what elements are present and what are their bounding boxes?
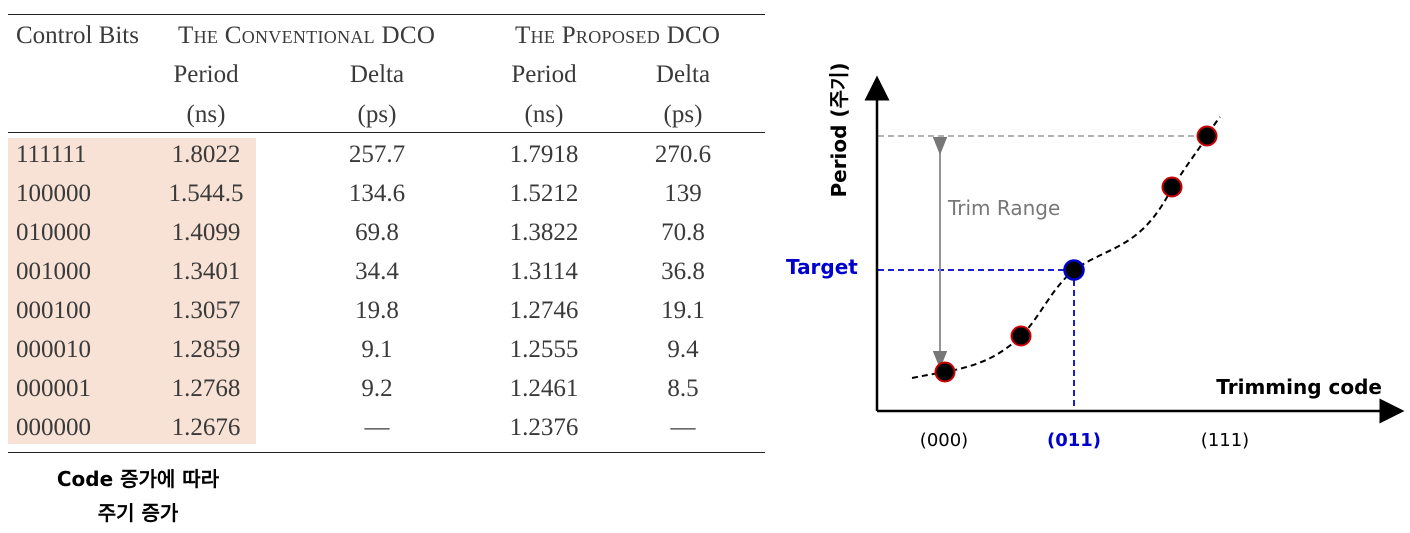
cell-prop-period: 1.2461 xyxy=(509,375,579,402)
cell-conv-period: 1.4099 xyxy=(171,219,241,246)
trim-point-111 xyxy=(1196,125,1218,147)
header-conventional-dco: The Conventional DCO xyxy=(178,22,436,49)
trim-range-diagram: Period (주기) Trimming code Trim Range Tar… xyxy=(786,62,1405,451)
table-bottom-rule xyxy=(8,452,765,453)
header-conv-period: Period xyxy=(173,61,239,88)
cell-prop-delta: 70.8 xyxy=(661,219,705,246)
cell-conv-delta: 69.8 xyxy=(355,219,399,246)
cell-conv-delta: 34.4 xyxy=(355,258,399,285)
trim-point xyxy=(1010,325,1032,347)
cell-conv-delta: 134.6 xyxy=(348,180,406,207)
header-prop-period-unit: (ns) xyxy=(524,101,564,128)
cell-prop-delta: 139 xyxy=(664,180,702,207)
cell-prop-period: 1.3114 xyxy=(510,258,578,285)
trim-range-label: Trim Range xyxy=(947,196,1060,220)
target-point-011 xyxy=(1063,259,1085,281)
cell-prop-period: 1.2746 xyxy=(509,297,579,324)
cell-prop-delta: 9.4 xyxy=(667,336,699,363)
cell-bits: 010000 xyxy=(16,219,91,246)
cell-prop-delta: 8.5 xyxy=(667,375,699,402)
cell-conv-period: 1.8022 xyxy=(171,141,241,168)
x-axis-label: Trimming code xyxy=(1216,375,1382,399)
table-header-rule xyxy=(8,132,765,133)
header-control-bits: Control Bits xyxy=(16,22,139,49)
cell-bits: 001000 xyxy=(16,258,91,285)
cell-prop-delta: 36.8 xyxy=(661,258,705,285)
cell-prop-period: 1.5212 xyxy=(509,180,579,207)
cell-conv-period: 1.3057 xyxy=(171,297,241,324)
header-proposed-dco: The Proposed DCO xyxy=(515,22,721,49)
cell-conv-delta: 9.1 xyxy=(361,336,393,363)
cell-bits: 000010 xyxy=(16,336,91,363)
header-conv-delta-unit: (ps) xyxy=(357,101,397,128)
period-curve xyxy=(911,116,1221,379)
target-label: Target xyxy=(786,255,858,279)
highlight-column-shading xyxy=(8,138,256,444)
table-top-rule xyxy=(8,14,765,15)
trim-point xyxy=(1161,176,1183,198)
cell-prop-delta: 270.6 xyxy=(654,141,712,168)
cell-conv-period: 1.2676 xyxy=(171,414,241,441)
cell-conv-delta: 257.7 xyxy=(348,141,406,168)
note-line-2: 주기 증가 xyxy=(97,501,179,525)
cell-conv-delta: — xyxy=(364,414,390,441)
x-tick-000: (000) xyxy=(920,430,968,451)
header-prop-delta: Delta xyxy=(655,61,711,88)
x-tick-011: (011) xyxy=(1047,430,1101,451)
cell-bits: 000100 xyxy=(16,297,91,324)
cell-bits: 000000 xyxy=(16,414,91,441)
cell-conv-period: 1.3401 xyxy=(171,258,241,285)
note-caption: Code 증가에 따라 주기 증가 xyxy=(8,462,268,530)
cell-prop-period: 1.3822 xyxy=(509,219,579,246)
header-prop-delta-unit: (ps) xyxy=(663,101,703,128)
cell-conv-period: 1.2859 xyxy=(171,336,241,363)
cell-prop-period: 1.7918 xyxy=(509,141,579,168)
cell-conv-period: 1.2768 xyxy=(171,375,241,402)
cell-prop-delta: — xyxy=(670,414,696,441)
dco-comparison-table: Control Bits The Conventional DCO The Pr… xyxy=(8,0,765,455)
x-tick-111: (111) xyxy=(1201,430,1249,451)
note-line-1: Code 증가에 따라 xyxy=(56,467,220,491)
cell-conv-delta: 19.8 xyxy=(355,297,399,324)
cell-prop-period: 1.2555 xyxy=(509,336,579,363)
header-prop-period: Period xyxy=(511,61,577,88)
header-conv-delta: Delta xyxy=(349,61,405,88)
cell-prop-delta: 19.1 xyxy=(661,297,705,324)
cell-prop-period: 1.2376 xyxy=(509,414,579,441)
trim-point-000 xyxy=(934,361,956,383)
cell-bits: 000001 xyxy=(16,375,91,402)
cell-bits: 100000 xyxy=(16,180,91,207)
cell-bits: 111111 xyxy=(16,141,87,168)
y-axis-label: Period (주기) xyxy=(827,62,851,197)
header-conv-period-unit: (ns) xyxy=(186,101,226,128)
cell-conv-period: 1.544.5 xyxy=(168,180,244,207)
cell-conv-delta: 9.2 xyxy=(361,375,393,402)
